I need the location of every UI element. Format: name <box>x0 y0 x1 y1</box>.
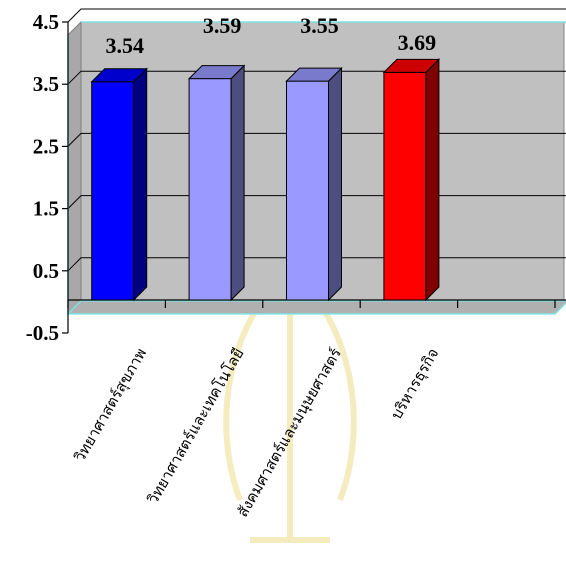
y-tick-label: 4.5 <box>33 10 59 34</box>
bar-top <box>187 65 246 80</box>
bar-front <box>91 81 135 301</box>
y-tick-label: 3.5 <box>33 72 59 96</box>
gridline <box>67 8 566 23</box>
bar <box>90 67 148 302</box>
x-tick-label: สังคมศาสตร์และมนุษยศาสตร์ <box>233 345 345 521</box>
x-tick-label: วิทยาศาสตร์สุขภาพ <box>70 345 151 466</box>
y-tick-label: 0.5 <box>33 259 59 283</box>
plot-side-wall <box>67 20 82 316</box>
bar-top <box>382 58 441 73</box>
bar-side <box>328 66 342 302</box>
bar-front <box>286 80 329 301</box>
y-tick-label: 2.5 <box>33 134 59 158</box>
x-tick-label: บริหารธุรกิจ <box>387 345 443 423</box>
bar-side <box>230 64 245 302</box>
data-label: 3.69 <box>398 30 437 55</box>
y-tick-label: -0.5 <box>26 321 59 345</box>
bar <box>382 58 441 302</box>
bar <box>187 64 246 302</box>
data-label: 3.55 <box>300 13 339 38</box>
y-tick-label: 1.5 <box>33 197 59 221</box>
data-label: 3.59 <box>203 13 242 38</box>
bar <box>285 66 343 302</box>
data-label: 3.54 <box>105 33 144 58</box>
plot-floor <box>66 300 566 315</box>
bar-top <box>90 68 148 83</box>
bar-front <box>383 71 427 301</box>
x-tick-label: วิทยาศาสตร์และเทคโนโลยี <box>143 345 247 508</box>
bar-side <box>425 58 440 302</box>
bar-top <box>285 67 343 82</box>
bar-front <box>188 78 232 301</box>
bar-side <box>133 67 148 302</box>
